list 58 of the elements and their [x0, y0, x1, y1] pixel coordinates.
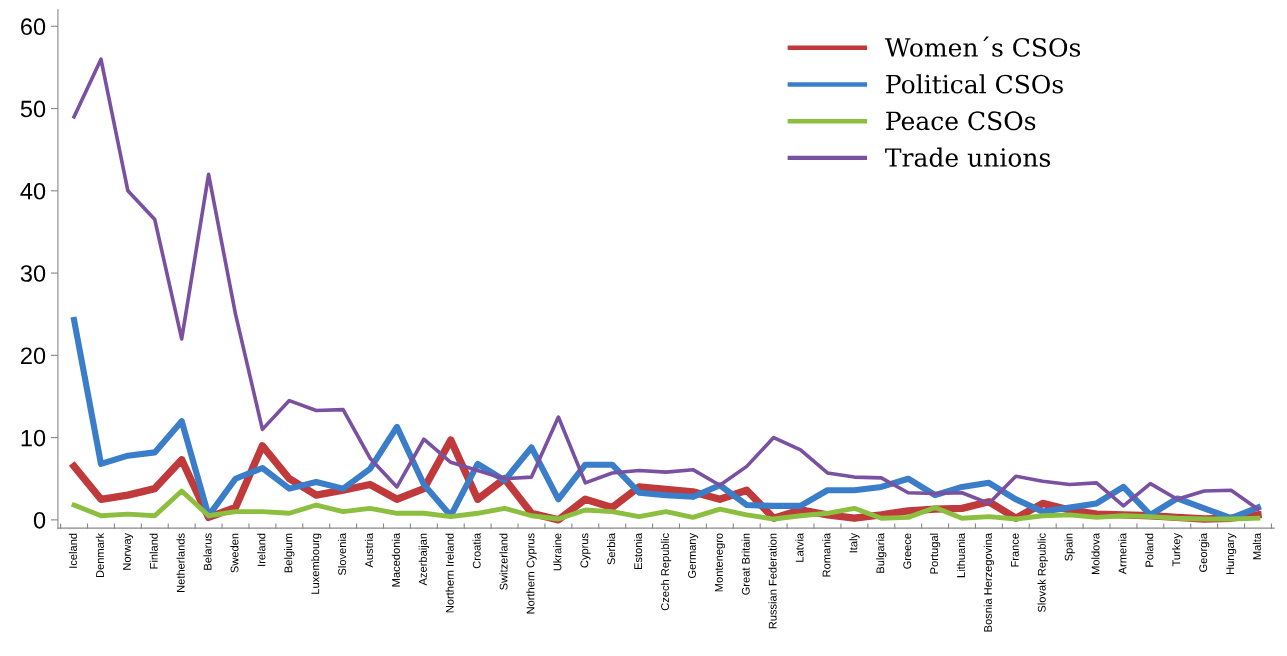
x-tick-label: Moldova [1091, 532, 1100, 575]
x-tick-label: Poland [1145, 533, 1154, 567]
x-tick-label: France [1011, 533, 1019, 567]
legend-label: Political CSOs [886, 74, 1063, 94]
y-tick-label: 50 [20, 100, 46, 118]
x-tick-label: Turkey [1172, 532, 1183, 567]
x-tick-label: Georgia [1198, 532, 1210, 572]
x-tick-label: Germany [688, 532, 699, 579]
x-tick-label: Belarus [203, 533, 212, 570]
x-tick-label: Denmark [95, 532, 104, 578]
x-tick-label: Montenegro [715, 533, 726, 592]
x-tick-label: Hungary [1226, 532, 1237, 575]
x-tick-label: Romania [822, 532, 831, 577]
x-tick-label: Netherlands [176, 533, 185, 592]
x-tick-label: Greece [903, 533, 912, 569]
legend-label: Trade unions [885, 147, 1051, 167]
x-tick-label: Bosnia Herzegovina [983, 532, 995, 632]
x-tick-label: Italy [849, 532, 860, 553]
x-tick-label: Slovak Republic [1037, 533, 1048, 613]
x-tick-label: Luxembourg [311, 533, 322, 594]
y-tick-label: 30 [20, 265, 46, 282]
legend-label: Peace CSOs [886, 111, 1036, 131]
x-tick-label: Northern Ireland [445, 533, 454, 613]
x-tick-label: Finland [149, 533, 158, 569]
legend-label: Women´s CSOs [884, 36, 1081, 57]
y-tick-label: 40 [20, 182, 46, 200]
line-series [71, 488, 1261, 522]
x-tick-label: Armenia [1118, 532, 1127, 575]
line-series [72, 57, 1260, 511]
x-tick-label: Belgium [284, 533, 295, 573]
x-tick-label: Cyprus [580, 533, 591, 568]
x-tick-label: Serbia [607, 532, 616, 565]
x-tick-label: Austria [364, 532, 374, 568]
x-tick-label: Croatia [472, 532, 481, 569]
y-tick-label: 60 [21, 18, 46, 36]
x-tick-label: Northern Cyprus [526, 533, 537, 614]
x-tick-label: Ireland [257, 533, 266, 566]
x-tick-label: Ukraine [553, 533, 562, 571]
x-tick-label: Czech Republic [660, 533, 672, 611]
x-tick-label: Estonia [633, 532, 643, 570]
y-tick-label: 20 [21, 347, 46, 365]
x-tick-label: Spain [1064, 533, 1075, 561]
x-tick-label: Switzerland [499, 533, 508, 590]
x-tick-label: Latvia [795, 532, 804, 562]
x-tick-label: Bulgaria [876, 532, 887, 573]
x-tick-label: Malta [1252, 532, 1261, 560]
x-tick-label: Sweden [230, 533, 239, 573]
y-tick-label: 10 [21, 429, 46, 447]
x-tick-label: Slovenia [337, 532, 347, 576]
x-tick-label: Portugal [929, 533, 941, 574]
x-tick-label: Norway [123, 532, 134, 570]
x-tick-label: Azerbaijan [418, 533, 430, 586]
x-tick-label: Iceland [68, 533, 78, 568]
x-tick-label: Lithuania [956, 532, 965, 578]
y-tick-label: 0 [33, 511, 46, 529]
x-tick-label: Russian Federation [768, 533, 777, 629]
x-tick-label: Macedonia [391, 532, 400, 587]
x-tick-label: Great Britain [741, 533, 750, 595]
